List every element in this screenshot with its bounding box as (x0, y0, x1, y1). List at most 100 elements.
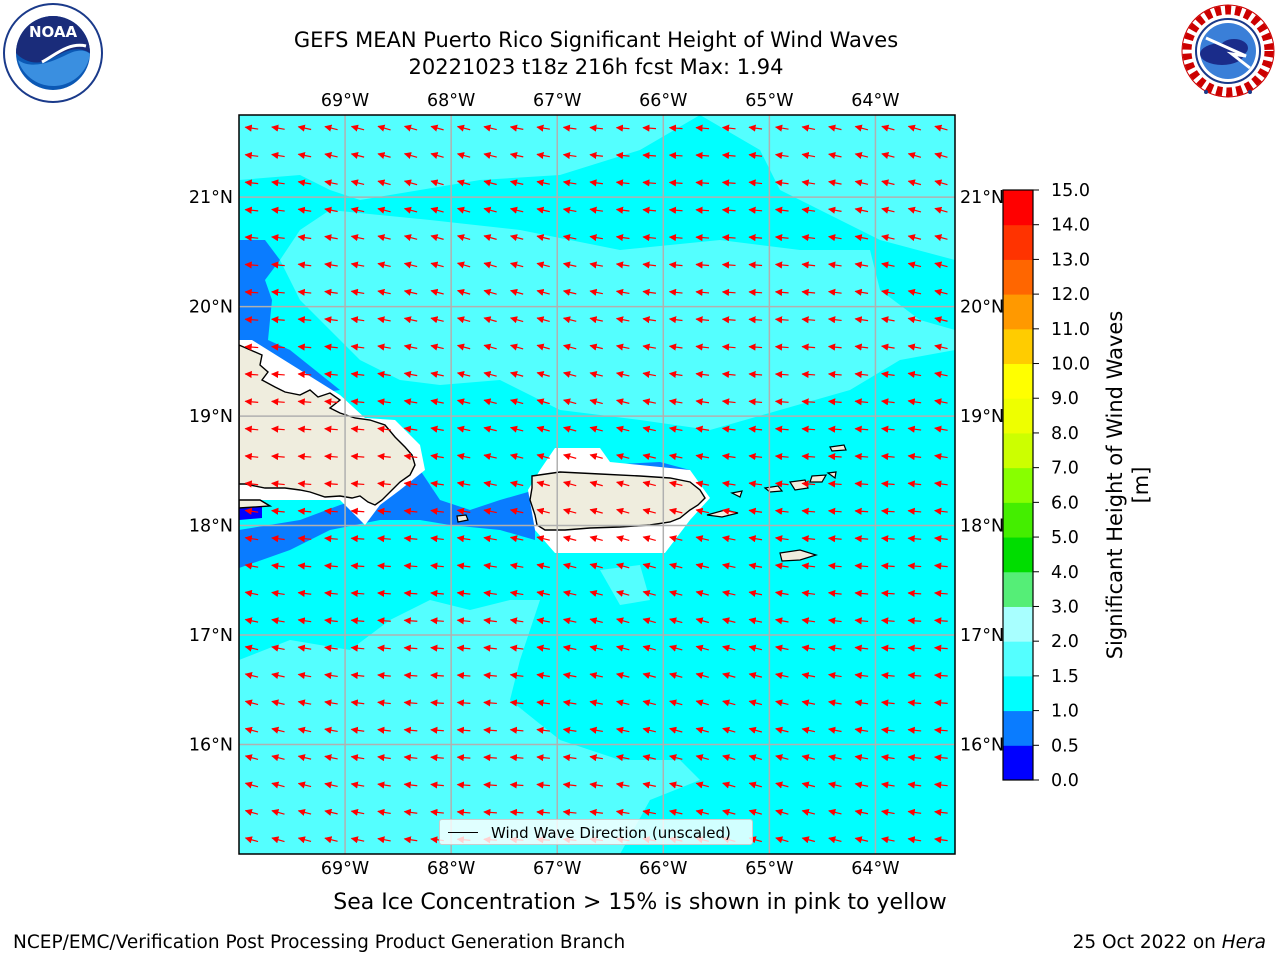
wind-wave-arrow (297, 836, 312, 844)
wind-wave-arrow (271, 343, 285, 351)
wind-wave-arrow (430, 234, 444, 242)
wind-wave-arrow (774, 507, 789, 515)
colorbar-segment (1003, 294, 1033, 330)
wind-wave-arrow (483, 644, 497, 652)
wind-wave-arrow (536, 124, 550, 132)
wind-wave-arrow (350, 480, 365, 488)
lon-label-top: 66°W (639, 91, 687, 111)
wind-wave-arrow (748, 699, 763, 707)
lat-label-left: 19°N (189, 407, 233, 427)
wind-wave-arrow (907, 562, 922, 570)
wind-wave-arrow (934, 261, 948, 269)
wind-wave-arrow (403, 535, 418, 543)
colorbar-segment (1003, 571, 1033, 607)
wind-wave-arrow (695, 288, 710, 296)
wind-wave-arrow (775, 644, 789, 652)
wind-wave-arrow (854, 781, 869, 789)
wind-wave-arrow (324, 206, 338, 214)
wind-wave-arrow (934, 699, 948, 707)
wind-wave-arrow (456, 453, 471, 461)
wind-wave-arrow (722, 754, 736, 762)
wind-wave-arrow (934, 288, 948, 296)
wind-wave-arrow (483, 425, 497, 433)
wind-wave-arrow (722, 781, 736, 789)
wind-wave-arrow (854, 124, 869, 132)
wind-wave-arrow (562, 261, 577, 269)
wind-wave-arrow (722, 589, 736, 597)
island-anegada (829, 444, 847, 452)
colorbar-frame (1002, 189, 1034, 781)
wind-wave-arrow (509, 644, 524, 652)
wind-wave-arrow (907, 507, 922, 515)
wind-wave-arrow (907, 179, 922, 187)
wind-wave-arrow (801, 151, 816, 160)
wind-wave-arrow (668, 179, 683, 187)
wind-wave-arrow (350, 699, 365, 707)
wind-wave-arrow (907, 398, 922, 406)
island-mona (456, 514, 469, 523)
wind-wave-arrow (827, 507, 842, 515)
wind-wave-arrow (881, 234, 895, 242)
wind-wave-arrow (403, 617, 418, 625)
wind-wave-arrow (748, 288, 763, 296)
wind-wave-arrow (801, 124, 816, 132)
wind-wave-arrow (775, 836, 789, 844)
lat-label-right: 18°N (960, 517, 1004, 537)
wind-wave-arrow (377, 452, 391, 461)
wind-wave-arrow (562, 589, 577, 597)
wind-wave-arrow (430, 316, 444, 324)
wind-wave-arrow (350, 152, 365, 159)
wind-wave-arrow (828, 206, 842, 214)
wind-wave-arrow (615, 754, 630, 762)
wind-wave-arrow (669, 589, 683, 597)
wind-wave-arrow (350, 343, 365, 351)
wind-wave-arrow (271, 151, 285, 160)
wind-wave-arrow (350, 617, 365, 625)
wind-wave-arrow (244, 589, 259, 597)
wind-wave-arrow (377, 480, 391, 488)
wind-wave-arrow (297, 781, 312, 789)
wind-wave-arrow (324, 562, 338, 570)
wind-wave-arrow (271, 398, 285, 406)
wind-wave-arrow (271, 452, 285, 461)
sea-ice-note: Sea Ice Concentration > 15% is shown in … (333, 890, 947, 915)
wind-wave-arrow (642, 316, 657, 324)
wind-wave-arrow (350, 562, 365, 570)
wind-wave-arrow (244, 726, 259, 734)
wind-wave-arrow (774, 179, 789, 187)
wind-wave-arrow (324, 261, 338, 269)
wind-wave-arrow (430, 398, 444, 406)
wind-wave-arrow (403, 288, 418, 296)
wind-wave-arrow (907, 781, 922, 789)
wind-wave-arrow (377, 425, 391, 433)
wind-wave-arrow (854, 808, 869, 816)
wind-wave-arrow (324, 124, 338, 132)
colorbar-tick-label: 1.5 (1051, 667, 1079, 687)
wind-wave-arrow (907, 343, 922, 351)
wind-wave-arrow (536, 398, 550, 406)
wind-wave-arrow (907, 261, 922, 269)
wind-wave-arrow (854, 452, 869, 461)
colorbar-tick-label: 0.0 (1051, 771, 1079, 791)
wind-wave-arrow (615, 398, 630, 406)
colorbar-segment (1003, 537, 1033, 573)
wind-wave-arrow (907, 726, 922, 734)
wind-wave-arrow (880, 507, 895, 515)
lon-label-bottom: 65°W (745, 859, 793, 879)
wind-wave-arrow (615, 151, 630, 160)
wind-wave-arrow (244, 288, 259, 296)
wind-wave-arrow (536, 671, 550, 680)
lat-label-left: 21°N (189, 188, 233, 208)
wind-wave-arrow (271, 672, 285, 680)
wind-wave-arrow (350, 425, 365, 433)
wind-wave-arrow (589, 644, 603, 652)
wind-wave-arrow (271, 124, 285, 132)
wind-wave-arrow (244, 672, 259, 680)
wind-wave-arrow (880, 699, 895, 707)
wind-wave-arrow (244, 316, 259, 324)
wind-wave-arrow (430, 726, 444, 734)
wind-wave-arrow (801, 726, 816, 734)
wind-wave-arrow (456, 234, 471, 242)
wind-wave-arrow (403, 562, 418, 570)
wind-wave-arrow (669, 699, 683, 707)
